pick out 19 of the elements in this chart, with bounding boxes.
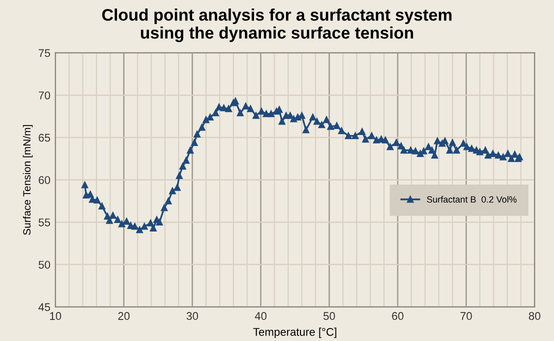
y-tick-label: 45 [38, 303, 50, 312]
x-tick-label: 30 [186, 312, 198, 320]
legend-label: Surfactant B 0.2 Vol% [426, 196, 517, 203]
y-tick-label: 65 [38, 134, 50, 142]
x-tick-label: 80 [528, 312, 540, 320]
y-axis-title: Surface Tension [mN/m] [22, 125, 33, 235]
y-tick-label: 55 [38, 218, 50, 226]
y-tick-label: 70 [38, 91, 50, 100]
y-tick-label: 60 [38, 176, 50, 184]
chart-title: Cloud point analysis for a surfactant system using the dynamic surface tension [102, 8, 452, 42]
x-axis-title: Temperature [°C] [253, 328, 336, 338]
x-tick-label: 60 [392, 312, 404, 320]
x-tick-label: 20 [118, 312, 130, 320]
x-tick-label: 10 [50, 312, 62, 320]
y-tick-label: 50 [38, 260, 50, 269]
y-tick-label: 75 [38, 49, 50, 57]
x-tick-label: 70 [460, 312, 472, 320]
x-tick-label: 40 [254, 312, 267, 320]
x-tick-label: 50 [324, 312, 335, 320]
